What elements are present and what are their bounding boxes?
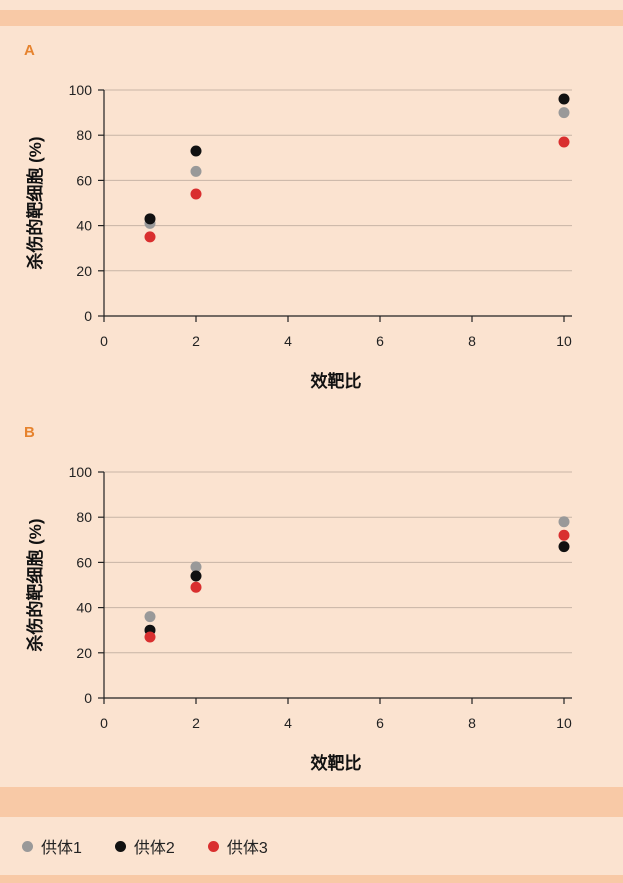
y-tick-label-80: 80	[76, 127, 92, 143]
data-point-series3-1	[144, 231, 156, 243]
y-axis-title: 杀伤的靶细胞 (%)	[25, 518, 45, 651]
panel-label-b: B	[24, 424, 35, 441]
footer-band	[0, 875, 623, 883]
x-tick-label-6: 6	[376, 715, 384, 731]
y-tick-label-0: 0	[84, 690, 92, 706]
data-point-series1-2	[190, 165, 202, 177]
legend-item-donor1: 供体1	[22, 834, 82, 858]
y-tick-label-20: 20	[76, 263, 92, 279]
data-point-series2-2	[190, 145, 202, 157]
y-tick-label-40: 40	[76, 218, 92, 234]
header-band	[0, 10, 623, 26]
x-tick-label-10: 10	[556, 333, 572, 349]
data-point-series2-2	[190, 570, 202, 582]
y-tick-label-80: 80	[76, 509, 92, 525]
x-tick-label-6: 6	[376, 333, 384, 349]
y-tick-label-100: 100	[69, 464, 93, 480]
data-point-series1-2	[190, 561, 202, 573]
legend-item-donor2: 供体2	[114, 834, 175, 858]
legend-marker-donor3	[207, 840, 219, 852]
x-axis-title: 效靶比	[311, 371, 362, 391]
legend-label-donor3: 供体3	[226, 840, 268, 857]
legend-label-donor1: 供体1	[41, 840, 82, 857]
y-axis-title: 杀伤的靶细胞 (%)	[25, 136, 45, 269]
scatter-chart-b: 0 20 40 60 80 100 0 2 4 6 8 10 效靶比 杀伤的靶细胞 (%)	[25, 464, 572, 773]
data-point-series1-3	[558, 516, 570, 528]
x-tick-label-2: 2	[192, 333, 200, 349]
data-point-series3-2	[190, 581, 202, 593]
data-point-series3-3	[558, 136, 570, 148]
x-tick-label-10: 10	[556, 715, 572, 731]
data-point-series3-1	[144, 631, 156, 643]
legend-label-donor2: 供体2	[133, 840, 175, 857]
y-tick-label-60: 60	[76, 554, 92, 570]
data-point-series3-3	[558, 529, 570, 541]
x-tick-label-0: 0	[100, 715, 108, 731]
data-point-series2-3	[558, 541, 570, 553]
data-point-series1-1	[144, 611, 156, 623]
legend-marker-donor1	[22, 840, 33, 852]
x-tick-label-4: 4	[284, 333, 292, 349]
y-tick-label-20: 20	[76, 645, 92, 661]
data-point-series1-3	[558, 107, 570, 119]
x-tick-label-2: 2	[192, 715, 200, 731]
x-tick-label-8: 8	[468, 333, 476, 349]
y-tick-label-0: 0	[84, 308, 92, 324]
x-axis-title: 效靶比	[311, 753, 362, 773]
legend-separator-band	[0, 787, 623, 817]
y-tick-label-60: 60	[76, 172, 92, 188]
legend: 供体1 供体2 供体3	[22, 834, 301, 858]
panel-label-a: A	[24, 42, 35, 59]
data-point-series2-1	[144, 213, 156, 225]
y-tick-label-100: 100	[69, 82, 93, 98]
legend-marker-donor2	[114, 840, 126, 852]
data-point-series3-2	[190, 188, 202, 200]
scatter-chart-a: 0 20 40 60 80 100 0 2 4 6 8 10 效靶比 杀伤的靶细胞 (%)	[25, 82, 572, 391]
x-tick-label-8: 8	[468, 715, 476, 731]
legend-item-donor3: 供体3	[207, 834, 268, 858]
y-tick-label-40: 40	[76, 600, 92, 616]
data-point-series2-3	[558, 93, 570, 105]
x-tick-label-4: 4	[284, 715, 292, 731]
x-tick-label-0: 0	[100, 333, 108, 349]
